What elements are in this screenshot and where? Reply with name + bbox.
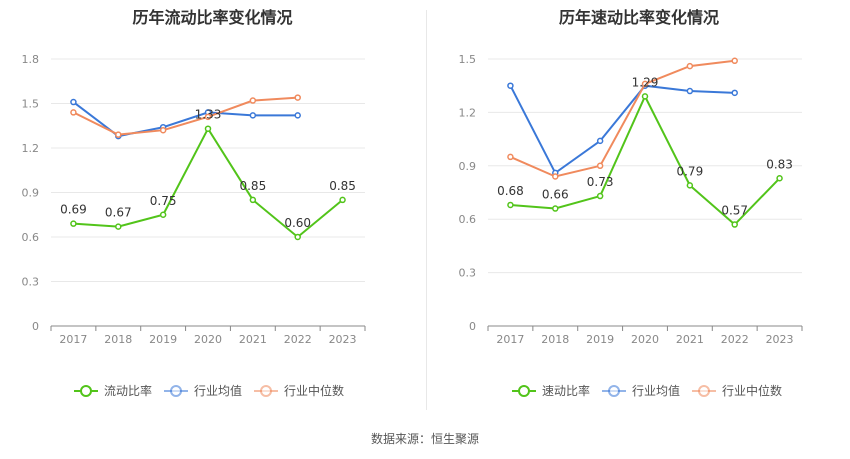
chart-panel-quick-ratio: 历年速动比率变化情况 0 0.3 0.6 0.9 1.2 1.5 2017 2018 2019 2…: [428, 0, 850, 415]
data-point: [552, 205, 559, 212]
data-point: [115, 223, 122, 230]
legend-marker: [170, 385, 182, 397]
chart-title: 历年流动比率变化情况: [132, 8, 293, 27]
x-tick-label: 2017: [496, 333, 524, 346]
y-tick-label: 0.6: [459, 213, 477, 226]
data-point: [159, 126, 167, 134]
data-point: [70, 109, 77, 116]
data-label: 0.68: [497, 184, 524, 198]
current-ratio-chart: 0 0.3 0.6 0.9 1.2 1.5 1.8 2017 2018 2019 2020 2021 2…: [22, 53, 366, 398]
legend-item-label: 行业均值: [632, 383, 680, 398]
series-line-1: [72, 101, 298, 138]
y-tick-label: 1.2: [459, 106, 477, 119]
data-label: 1.33: [195, 108, 222, 122]
legend-item-label: 速动比率: [542, 383, 590, 398]
x-tick-label: 2018: [104, 333, 132, 346]
x-tick-label: 2022: [721, 333, 749, 346]
legend-marker: [518, 385, 530, 397]
data-label: 0.79: [676, 164, 703, 178]
x-tick-label: 2021: [239, 333, 267, 346]
data-point: [294, 94, 301, 101]
data-label: 0.57: [721, 204, 748, 218]
data-point: [731, 89, 738, 97]
data-point: [507, 82, 514, 89]
data-label: 0.73: [587, 175, 614, 189]
data-label: 0.75: [150, 194, 177, 208]
series-line-2: [510, 59, 735, 178]
data-label: 0.69: [60, 203, 87, 217]
data-point: [776, 175, 783, 182]
data-point: [686, 87, 694, 95]
legend-marker: [608, 385, 620, 397]
x-tick-label: 2018: [541, 333, 569, 346]
data-point: [249, 112, 257, 119]
data-point: [507, 201, 514, 209]
data-point: [686, 62, 694, 70]
data-point: [70, 98, 77, 106]
x-tick-label: 2022: [284, 333, 312, 346]
quick-ratio-chart: 0 0.3 0.6 0.9 1.2 1.5 2017 2018 2019 2020 2021 2022…: [459, 53, 803, 398]
y-tick-label: 0: [469, 320, 476, 333]
data-point: [731, 221, 738, 228]
data-label: 0.66: [542, 188, 569, 202]
x-tick-label: 2017: [59, 333, 87, 346]
legend-item-label: 行业中位数: [284, 383, 344, 398]
x-tick-label: 2019: [586, 333, 614, 346]
legend-item-label: 流动比率: [104, 383, 152, 398]
data-point: [204, 125, 212, 132]
series-line-1: [509, 84, 735, 175]
panel-divider: [426, 10, 427, 410]
data-point: [339, 196, 346, 204]
y-tick-label: 1.5: [459, 53, 477, 66]
chart-title: 历年速动比率变化情况: [558, 8, 719, 27]
legend-marker: [80, 385, 92, 397]
x-tick-label: 2019: [149, 333, 177, 346]
y-tick-label: 0.6: [22, 231, 40, 244]
data-point: [204, 113, 212, 121]
data-point: [507, 153, 514, 161]
data-label: 0.85: [239, 179, 266, 193]
data-point: [596, 192, 604, 200]
data-label: 1.29: [632, 75, 659, 89]
y-tick-label: 0.9: [459, 160, 477, 173]
y-tick-label: 0: [32, 320, 39, 333]
data-point: [686, 182, 694, 189]
legend-marker: [698, 385, 710, 397]
data-point: [641, 93, 649, 100]
data-point: [641, 80, 649, 88]
y-tick-label: 0.3: [22, 276, 40, 289]
data-label: 0.67: [105, 206, 132, 220]
y-tick-label: 1.2: [22, 142, 40, 155]
y-tick-label: 0.3: [459, 267, 477, 280]
data-point: [159, 211, 167, 218]
legend-marker: [260, 385, 272, 397]
x-tick-label: 2023: [766, 333, 794, 346]
data-label: 0.60: [284, 216, 311, 230]
data-point: [115, 131, 122, 138]
data-point: [596, 137, 604, 145]
data-point: [294, 112, 301, 119]
x-tick-label: 2023: [329, 333, 357, 346]
x-tick-label: 2020: [194, 333, 222, 346]
data-point: [249, 196, 257, 204]
y-tick-label: 1.5: [22, 98, 40, 111]
series-line-2: [72, 96, 298, 136]
legend-item-label: 行业中位数: [722, 383, 782, 398]
x-tick-label: 2021: [676, 333, 704, 346]
data-label: 0.83: [766, 157, 793, 171]
y-tick-label: 1.8: [22, 53, 40, 66]
y-tick-label: 0.9: [22, 187, 40, 200]
data-source-note: 数据来源：恒生聚源: [370, 432, 479, 446]
data-point: [294, 233, 301, 241]
data-point: [552, 173, 559, 180]
data-point: [249, 97, 257, 104]
data-point: [70, 220, 77, 227]
x-tick-label: 2020: [631, 333, 659, 346]
data-point: [596, 162, 604, 170]
legend-item-label: 行业均值: [194, 383, 242, 398]
chart-panel-current-ratio: 历年流动比率变化情况 0 0.3 0.6 0.9 1.2 1.5 1.8 2017 2018 20…: [0, 0, 425, 415]
data-label: 0.85: [329, 179, 356, 193]
data-point: [731, 57, 738, 65]
